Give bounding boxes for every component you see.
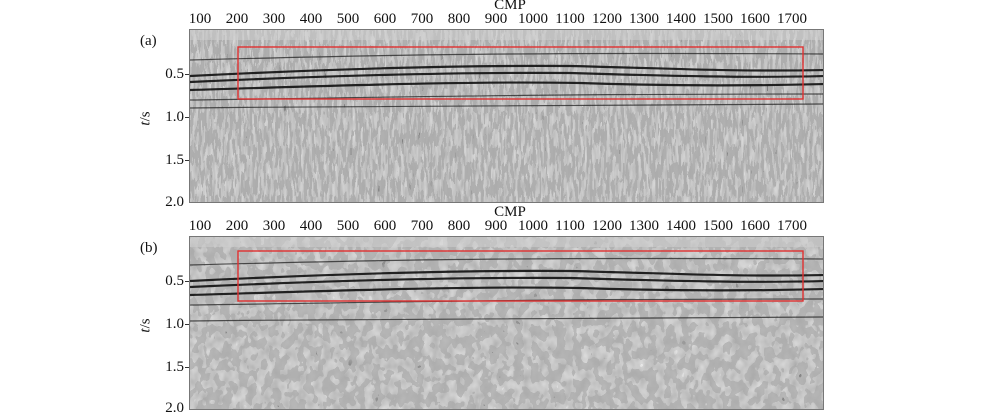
- x-tick-label: 400: [299, 218, 323, 234]
- y-axis-variable: t: [137, 121, 154, 126]
- y-tick-label: 0.5: [165, 273, 184, 289]
- x-tick-label: 700: [410, 218, 434, 234]
- y-tick-mark: [185, 281, 189, 282]
- x-tick-label: 1100: [555, 11, 585, 27]
- y-tick-label: 0.5: [165, 66, 184, 82]
- y-tick-mark: [185, 117, 189, 118]
- x-tick-label: 100: [188, 218, 212, 234]
- x-tick-label: 400: [299, 11, 323, 27]
- x-tick-label: 500: [336, 11, 360, 27]
- y-tick-label: 1.5: [165, 359, 184, 375]
- x-tick-label: 1700: [777, 11, 807, 27]
- x-tick-label: 1700: [777, 218, 807, 234]
- x-tick-label: 200: [225, 218, 249, 234]
- y-tick-mark: [185, 160, 189, 161]
- x-tick-label: 1200: [592, 11, 622, 27]
- x-axis-title: CMP: [494, 204, 526, 220]
- x-tick-label: 1500: [703, 218, 733, 234]
- y-axis-title: t/s: [138, 111, 155, 125]
- y-tick-label: 2.0: [165, 400, 184, 416]
- x-tick-label: 1600: [740, 218, 770, 234]
- y-tick-mark: [185, 367, 189, 368]
- y-tick-label: 2.0: [165, 194, 184, 210]
- x-tick-label: 200: [225, 11, 249, 27]
- x-tick-label: 500: [336, 218, 360, 234]
- x-tick-label: 1000: [518, 11, 548, 27]
- x-tick-label: 1000: [518, 218, 548, 234]
- x-tick-label: 1300: [629, 11, 659, 27]
- y-tick-label: 1.0: [165, 316, 184, 332]
- x-tick-label: 600: [373, 11, 397, 27]
- highlight-box: [237, 46, 804, 100]
- panel-a: CMP 100 200 300 400 500 600 700 800 900 …: [0, 0, 1000, 210]
- y-tick-label: 1.0: [165, 109, 184, 125]
- x-tick-label: 900: [484, 11, 508, 27]
- panel-b: CMP 100 200 300 400 500 600 700 800 900 …: [0, 204, 1000, 416]
- x-tick-label: 1400: [666, 11, 696, 27]
- x-tick-label: 600: [373, 218, 397, 234]
- seismic-section-b: [189, 236, 824, 410]
- highlight-box: [237, 250, 804, 302]
- y-axis-unit: /s: [137, 318, 154, 329]
- panel-letter: (b): [140, 240, 158, 256]
- y-axis-title: t/s: [138, 318, 155, 332]
- strong-reflectors: [190, 269, 823, 297]
- x-tick-label: 900: [484, 218, 508, 234]
- x-tick-label: 800: [447, 218, 471, 234]
- x-tick-label: 1200: [592, 218, 622, 234]
- seismic-section-a: [189, 29, 824, 203]
- x-tick-label: 1600: [740, 11, 770, 27]
- y-tick-mark: [185, 324, 189, 325]
- x-tick-label: 1400: [666, 218, 696, 234]
- x-tick-label: 1300: [629, 218, 659, 234]
- x-tick-label: 700: [410, 11, 434, 27]
- y-axis-variable: t: [137, 328, 154, 333]
- panel-letter: (a): [140, 33, 157, 49]
- y-axis-unit: /s: [137, 111, 154, 122]
- y-tick-mark: [185, 74, 189, 75]
- x-tick-label: 1500: [703, 11, 733, 27]
- x-axis-title: CMP: [494, 0, 526, 13]
- x-tick-label: 1100: [555, 218, 585, 234]
- x-tick-label: 100: [188, 11, 212, 27]
- strong-reflectors: [190, 64, 823, 92]
- x-tick-label: 800: [447, 11, 471, 27]
- x-tick-label: 300: [262, 218, 286, 234]
- x-tick-label: 300: [262, 11, 286, 27]
- y-tick-label: 1.5: [165, 152, 184, 168]
